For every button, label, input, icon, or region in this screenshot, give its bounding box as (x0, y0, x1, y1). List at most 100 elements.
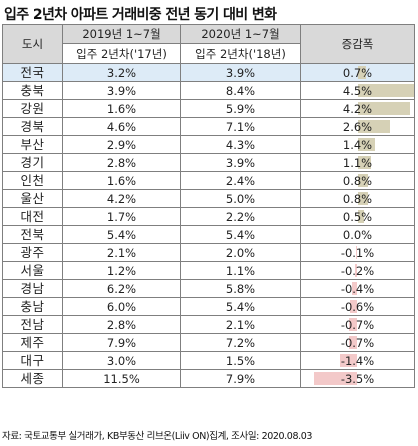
change-cell: 1.4% (300, 135, 415, 154)
value-2020-cell: 5.4% (180, 297, 301, 316)
change-value: 0.8% (342, 173, 373, 188)
change-bar (354, 264, 358, 277)
change-value: 4.5% (342, 83, 373, 98)
change-bar (357, 210, 364, 223)
value-2020-cell: 3.9% (180, 153, 301, 172)
change-cell: -0.7% (300, 333, 415, 352)
table-row: 전국 3.2% 3.9% 0.7% (2, 63, 415, 82)
value-2019-cell: 2.8% (62, 315, 181, 334)
change-value: 1.1% (342, 155, 373, 170)
change-value: -0.1% (340, 245, 375, 260)
value-2019-cell: 11.5% (62, 369, 181, 388)
change-value: 2.6% (342, 119, 373, 134)
table-row: 충남 6.0% 5.4% -0.6% (2, 297, 415, 316)
region-cell: 경북 (2, 117, 63, 136)
value-2020-cell: 2.1% (180, 315, 301, 334)
change-value: -0.4% (340, 281, 375, 296)
value-2020-cell: 2.2% (180, 207, 301, 226)
change-bar (357, 174, 368, 187)
change-value: 1.4% (342, 137, 373, 152)
region-cell: 전남 (2, 315, 63, 334)
change-bar (352, 282, 358, 295)
value-2020-cell: 2.4% (180, 171, 301, 190)
header-change: 증감폭 (300, 24, 415, 64)
value-2019-cell: 1.7% (62, 207, 181, 226)
change-value: -0.6% (340, 299, 375, 314)
change-cell: -0.2% (300, 261, 415, 280)
value-2020-cell: 1.5% (180, 351, 301, 370)
value-2019-cell: 6.0% (62, 297, 181, 316)
table-row: 전남 2.8% 2.1% -0.7% (2, 315, 415, 334)
change-value: -0.7% (340, 335, 375, 350)
table-row: 광주 2.1% 2.0% -0.1% (2, 243, 415, 262)
change-bar (357, 192, 368, 205)
table-row: 경기 2.8% 3.9% 1.1% (2, 153, 415, 172)
region-cell: 대전 (2, 207, 63, 226)
change-cell: 0.0% (300, 225, 415, 244)
table-row: 제주 7.9% 7.2% -0.7% (2, 333, 415, 352)
value-2019-cell: 1.2% (62, 261, 181, 280)
change-value: -0.7% (340, 317, 375, 332)
change-bar (357, 156, 372, 169)
change-bar (348, 318, 358, 331)
source-note: 자료: 국토교통부 실거래가, KB부동산 리브온(Liiv ON)집계, 조사… (2, 431, 312, 442)
change-cell: 4.5% (300, 81, 415, 100)
change-value: 0.8% (342, 191, 373, 206)
table-row: 서울 1.2% 1.1% -0.2% (2, 261, 415, 280)
change-value: -1.4% (340, 353, 375, 368)
value-2020-cell: 7.2% (180, 333, 301, 352)
change-value: -0.2% (340, 263, 375, 278)
region-cell: 울산 (2, 189, 63, 208)
change-cell: -3.5% (300, 369, 415, 388)
value-2020-cell: 5.8% (180, 279, 301, 298)
change-value: 0.5% (342, 209, 373, 224)
value-2019-cell: 3.9% (62, 81, 181, 100)
change-bar (357, 84, 414, 97)
table-row: 세종 11.5% 7.9% -3.5% (2, 369, 415, 388)
region-cell: 경남 (2, 279, 63, 298)
change-bar (357, 138, 376, 151)
header-region: 도시 (2, 24, 63, 64)
region-cell: 충남 (2, 297, 63, 316)
change-cell: -1.4% (300, 351, 415, 370)
change-bar (348, 336, 358, 349)
value-2020-cell: 7.9% (180, 369, 301, 388)
change-cell: 0.5% (300, 207, 415, 226)
region-cell: 전북 (2, 225, 63, 244)
change-bar (357, 120, 391, 133)
change-cell: -0.6% (300, 297, 415, 316)
region-cell: 부산 (2, 135, 63, 154)
value-2019-cell: 2.1% (62, 243, 181, 262)
value-2019-cell: 4.6% (62, 117, 181, 136)
value-2020-cell: 5.0% (180, 189, 301, 208)
change-bar (339, 354, 358, 367)
value-2020-cell: 2.0% (180, 243, 301, 262)
change-value: 0.7% (342, 65, 373, 80)
change-cell: 1.1% (300, 153, 415, 172)
table-row: 전북 5.4% 5.4% 0.0% (2, 225, 415, 244)
header-2020-period: 2020년 1~7월 (180, 24, 301, 44)
change-cell: -0.1% (300, 243, 415, 262)
change-value: 4.2% (342, 101, 373, 116)
change-cell: 0.8% (300, 171, 415, 190)
value-2019-cell: 7.9% (62, 333, 181, 352)
page-title: 입주 2년차 아파트 거래비중 전년 동기 대비 변화 (4, 7, 277, 23)
header-2019-period: 2019년 1~7월 (62, 24, 181, 44)
region-cell: 광주 (2, 243, 63, 262)
table-row: 경북 4.6% 7.1% 2.6% (2, 117, 415, 136)
region-cell: 서울 (2, 261, 63, 280)
value-2019-cell: 6.2% (62, 279, 181, 298)
region-cell: 경기 (2, 153, 63, 172)
region-cell: 충북 (2, 81, 63, 100)
region-cell: 강원 (2, 99, 63, 118)
value-2020-cell: 8.4% (180, 81, 301, 100)
table-row: 인천 1.6% 2.4% 0.8% (2, 171, 415, 190)
region-cell: 세종 (2, 369, 63, 388)
change-bar (356, 246, 358, 259)
change-value: 0.0% (342, 227, 373, 242)
change-cell: -0.7% (300, 315, 415, 334)
value-2019-cell: 3.0% (62, 351, 181, 370)
change-cell: -0.4% (300, 279, 415, 298)
value-2019-cell: 3.2% (62, 63, 181, 82)
value-2019-cell: 2.8% (62, 153, 181, 172)
